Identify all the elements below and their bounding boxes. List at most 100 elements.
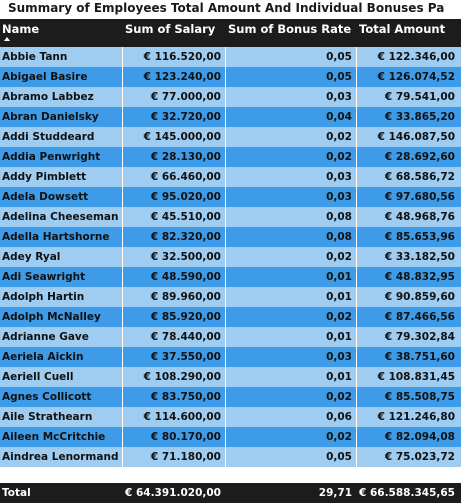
cell-bonus-rate: 0,02 (226, 427, 357, 447)
table-row[interactable]: Addia Penwright € 28.130,00 0,02 € 28.692,6… (0, 147, 461, 167)
cell-name: Agnes Collicott (0, 387, 123, 407)
table-row[interactable]: Adey Ryal € 32.500,00 0,02 € 33.182,50 (0, 247, 461, 267)
table-row[interactable]: Addi Studdeard € 145.000,00 0,02 € 146.087,… (0, 127, 461, 147)
table-row[interactable]: Aile Strathearn € 114.600,00 0,06 € 121.246… (0, 407, 461, 427)
cell-salary: € 66.460,00 (123, 167, 226, 187)
sort-ascending-icon[interactable] (4, 37, 10, 41)
column-header-name-label: Name (2, 22, 40, 36)
column-header-bonus-rate[interactable]: Sum of Bonus Rate (226, 19, 357, 47)
cell-salary: € 80.170,00 (123, 427, 226, 447)
cell-total-amount: € 28.692,60 (384, 151, 455, 163)
cell-name: Abbie Tann (0, 47, 123, 67)
cell-bonus-rate: 0,02 (226, 307, 357, 327)
cell-bonus-rate: 0,02 (226, 147, 357, 167)
cell-name: Aindrea Lenormand (0, 447, 123, 467)
cell-bonus-rate: 0,04 (226, 107, 357, 127)
cell-bonus-rate: 0,02 (226, 247, 357, 267)
cell-salary: € 77.000,00 (123, 87, 226, 107)
cell-salary: € 32.500,00 (123, 247, 226, 267)
cell-bonus-rate: 0,01 (226, 367, 357, 387)
table-row[interactable]: Agnes Collicott € 83.750,00 0,02 € 85.508,7… (0, 387, 461, 407)
table-body[interactable]: Abbie Tann € 116.520,00 0,05 € 122.346,00 Ab… (0, 47, 461, 483)
total-label: Total (0, 483, 123, 503)
cell-salary: € 78.440,00 (123, 327, 226, 347)
cell-total-amount: € 79.302,84 (384, 331, 455, 343)
cell-salary: € 108.290,00 (123, 367, 226, 387)
table-row[interactable]: Adi Seawright € 48.590,00 0,01 € 48.832,95 (0, 267, 461, 287)
cell-salary: € 89.960,00 (123, 287, 226, 307)
column-header-name[interactable]: Name (0, 19, 123, 47)
cell-salary: € 48.590,00 (123, 267, 226, 287)
cell-total-amount: € 126.074,52 (377, 71, 455, 83)
cell-total-amount: € 90.859,60 (384, 291, 455, 303)
cell-total-amount: € 75.023,72 (384, 451, 455, 463)
cell-total-amount: € 82.094,08 (384, 431, 455, 443)
cell-bonus-rate: 0,02 (226, 127, 357, 147)
cell-bonus-rate: 0,08 (226, 227, 357, 247)
table-row[interactable]: Abbie Tann € 116.520,00 0,05 € 122.346,00 (0, 47, 461, 67)
cell-name: Addia Penwright (0, 147, 123, 167)
table-row[interactable]: Abigael Basire € 123.240,00 0,05 € 126.074,… (0, 67, 461, 87)
cell-total-amount: € 97.680,56 (384, 191, 455, 203)
column-header-salary[interactable]: Sum of Salary (123, 19, 226, 47)
table-header-row: Name Sum of Salary Sum of Bonus Rate Tot… (0, 19, 461, 47)
cell-salary: € 45.510,00 (123, 207, 226, 227)
cell-salary: € 116.520,00 (123, 47, 226, 67)
cell-salary: € 83.750,00 (123, 387, 226, 407)
cell-name: Adolph McNalley (0, 307, 123, 327)
cell-total-amount: € 121.246,80 (377, 411, 455, 423)
cell-salary: € 32.720,00 (123, 107, 226, 127)
cell-salary: € 82.320,00 (123, 227, 226, 247)
table-row[interactable]: Adolph Hartin € 89.960,00 0,01 € 90.859,60 (0, 287, 461, 307)
table-row[interactable]: Aileen McCritchie € 80.170,00 0,02 € 82.094… (0, 427, 461, 447)
cell-bonus-rate: 0,03 (226, 167, 357, 187)
table-row[interactable]: Abran Danielsky € 32.720,00 0,04 € 33.865,2… (0, 107, 461, 127)
table-row[interactable]: Aeriela Aickin € 37.550,00 0,03 € 38.751,60 (0, 347, 461, 367)
cell-name: Abran Danielsky (0, 107, 123, 127)
table-row[interactable]: Aeriell Cuell € 108.290,00 0,01 € 108.831,4… (0, 367, 461, 387)
cell-bonus-rate: 0,01 (226, 267, 357, 287)
cell-bonus-rate: 0,05 (226, 447, 357, 467)
cell-total-amount: € 33.865,20 (384, 111, 455, 123)
cell-salary: € 37.550,00 (123, 347, 226, 367)
cell-bonus-rate: 0,03 (226, 347, 357, 367)
cell-salary: € 114.600,00 (123, 407, 226, 427)
cell-salary: € 145.000,00 (123, 127, 226, 147)
table-row[interactable]: Aindrea Lenormand € 71.180,00 0,05 € 75.023… (0, 447, 461, 467)
cell-total-amount: € 85.508,75 (384, 391, 455, 403)
cell-name: Addy Pimblett (0, 167, 123, 187)
cell-name: Aeriell Cuell (0, 367, 123, 387)
total-salary: € 64.391.020,00 (123, 483, 226, 503)
cell-name: Adey Ryal (0, 247, 123, 267)
cell-name: Abramo Labbez (0, 87, 123, 107)
cell-salary: € 85.920,00 (123, 307, 226, 327)
employees-table: Name Sum of Salary Sum of Bonus Rate Tot… (0, 19, 461, 503)
cell-name: Adolph Hartin (0, 287, 123, 307)
cell-total-amount: € 33.182,50 (384, 251, 455, 263)
cell-bonus-rate: 0,01 (226, 287, 357, 307)
total-bonus-rate: 29,71 (226, 483, 357, 503)
cell-salary: € 28.130,00 (123, 147, 226, 167)
visual-title: Summary of Employees Total Amount And In… (8, 1, 445, 15)
cell-name: Addi Studdeard (0, 127, 123, 147)
table-total-row: Total € 64.391.020,00 29,71 € 66.588.345… (0, 482, 461, 503)
cell-salary: € 95.020,00 (123, 187, 226, 207)
cell-bonus-rate: 0,05 (226, 67, 357, 87)
cell-name: Adi Seawright (0, 267, 123, 287)
table-row[interactable]: Addy Pimblett € 66.460,00 0,03 € 68.586,72 (0, 167, 461, 187)
cell-name: Adela Dowsett (0, 187, 123, 207)
cell-total-amount: € 85.653,96 (384, 231, 455, 243)
column-header-total-amount[interactable]: Total Amount (359, 22, 446, 36)
table-row[interactable]: Adelina Cheeseman € 45.510,00 0,08 € 48.968… (0, 207, 461, 227)
cell-total-amount: € 79.541,00 (384, 91, 455, 103)
table-row[interactable]: Adela Dowsett € 95.020,00 0,03 € 97.680,56 (0, 187, 461, 207)
table-row[interactable]: Adolph McNalley € 85.920,00 0,02 € 87.466,5… (0, 307, 461, 327)
table-row[interactable]: Adrianne Gave € 78.440,00 0,01 € 79.302,84 (0, 327, 461, 347)
table-row[interactable]: Abramo Labbez € 77.000,00 0,03 € 79.541,00 (0, 87, 461, 107)
cell-name: Aeriela Aickin (0, 347, 123, 367)
cell-total-amount: € 48.968,76 (384, 211, 455, 223)
cell-name: Adella Hartshorne (0, 227, 123, 247)
cell-bonus-rate: 0,08 (226, 207, 357, 227)
table-row[interactable]: Adella Hartshorne € 82.320,00 0,08 € 85.653… (0, 227, 461, 247)
cell-bonus-rate: 0,05 (226, 47, 357, 67)
